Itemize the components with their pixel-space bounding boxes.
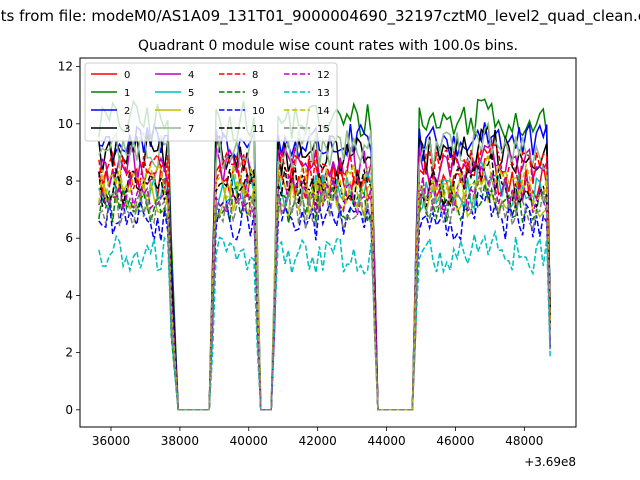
legend-label: 7 [188, 124, 194, 135]
legend-label: 15 [317, 124, 330, 135]
x-tick-label: 46000 [436, 434, 474, 448]
x-tick-label: 44000 [367, 434, 405, 448]
series-line-15 [98, 177, 551, 411]
legend-label: 1 [124, 88, 130, 99]
series-line-6 [98, 175, 551, 411]
legend-label: 12 [317, 70, 330, 81]
legend-box [84, 62, 338, 142]
legend-label: 4 [188, 70, 194, 81]
chart-title: Quadrant 0 module wise count rates with … [138, 38, 518, 54]
axes-frame [79, 57, 577, 428]
legend-label: 10 [252, 106, 265, 117]
legend-label: 6 [188, 106, 194, 117]
legend-label: 8 [252, 70, 258, 81]
x-tick-label: 38000 [161, 434, 199, 448]
y-tick-label: 0 [65, 403, 73, 417]
figure-suptitle: Plots from file: modeM0/AS1A09_131T01_90… [0, 7, 640, 26]
legend-label: 0 [124, 70, 130, 81]
series-line-14 [98, 154, 551, 411]
x-tick-label: 36000 [92, 434, 130, 448]
y-tick-label: 10 [58, 117, 73, 131]
legend-label: 2 [124, 106, 130, 117]
y-tick-label: 2 [65, 346, 73, 360]
legend-label: 14 [317, 106, 330, 117]
x-tick-label: 48000 [505, 434, 543, 448]
y-tick-label: 6 [65, 231, 73, 245]
legend-label: 5 [188, 88, 194, 99]
series-line-10 [98, 187, 551, 411]
y-tick-label: 4 [65, 288, 73, 302]
y-tick-label: 12 [58, 60, 73, 74]
legend-label: 13 [317, 88, 330, 99]
x-tick-label: 42000 [299, 434, 337, 448]
legend-label: 3 [124, 124, 130, 135]
y-tick-label: 8 [65, 174, 73, 188]
x-tick-label: 40000 [230, 434, 268, 448]
axis-ticks: 36000 38000 40000 42000 44000 46000 48000 0 2 4 6 8… [58, 60, 544, 448]
series-line-13 [98, 229, 551, 411]
legend-label: 11 [252, 124, 265, 135]
plot-area [98, 98, 551, 411]
legend-label: 9 [252, 88, 258, 99]
x-offset-label: +3.69e8 [524, 455, 576, 469]
